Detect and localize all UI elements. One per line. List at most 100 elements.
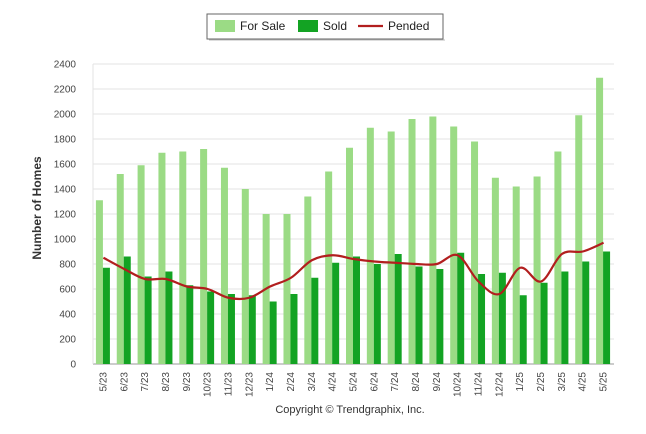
sold-bar	[561, 271, 569, 364]
for-sale-bar	[346, 147, 353, 364]
y-tick-label: 1000	[54, 235, 77, 246]
y-axis-label: Number of Homes	[30, 156, 44, 260]
pended-line-group	[102, 241, 605, 301]
x-tick-label: 3/24	[307, 372, 318, 392]
for-sale-bar	[575, 115, 583, 364]
x-axis-ticks: 5/23 6/23 7/23 8/23 9/23 10/23 11/23 12/23 1/24 2…	[98, 372, 609, 397]
sold-bar	[102, 267, 110, 364]
for-sale-bar	[408, 119, 416, 364]
x-tick-label: 7/24	[390, 372, 401, 392]
legend-label-pended: Pended	[388, 19, 429, 33]
legend-label-for-sale: For Sale	[240, 19, 286, 33]
x-tick-label: 6/24	[369, 372, 380, 392]
for-sale-bar	[220, 167, 228, 364]
sold-bar	[394, 254, 402, 364]
for-sale-bar	[387, 131, 395, 364]
x-tick-label: 10/23	[203, 372, 214, 397]
for-sale-bar	[429, 116, 437, 364]
legend-swatch-sold	[298, 20, 318, 32]
sold-bar	[165, 271, 173, 364]
sold-bar	[290, 294, 298, 364]
bars	[95, 77, 611, 364]
for-sale-bar	[596, 77, 604, 364]
y-tick-label: 2200	[54, 85, 77, 96]
y-tick-label: 600	[59, 285, 76, 296]
sold-bar	[415, 266, 423, 364]
for-sale-bar	[116, 174, 124, 364]
sold-bar	[353, 256, 360, 364]
sold-bar	[373, 264, 381, 364]
y-tick-label: 1800	[54, 135, 77, 146]
sold-bar	[186, 285, 194, 364]
sold-bar	[123, 256, 131, 364]
legend-box	[206, 13, 444, 40]
for-sale-bar	[179, 151, 187, 364]
y-tick-label: 800	[59, 260, 76, 271]
x-tick-label: 1/24	[265, 372, 276, 392]
for-sale-bar	[241, 189, 249, 364]
sold-bar	[311, 277, 319, 364]
copyright-text: Copyright © Trendgraphix, Inc.	[275, 404, 424, 416]
legend-swatch-for-sale	[215, 20, 235, 32]
x-tick-label: 8/24	[411, 372, 422, 392]
x-tick-label: 9/24	[432, 372, 443, 392]
x-tick-label: 2/25	[536, 372, 547, 392]
x-tick-label: 11/23	[223, 372, 234, 397]
for-sale-bar	[366, 127, 374, 364]
x-tick-label: 7/23	[140, 372, 151, 392]
x-tick-label: 5/23	[98, 372, 109, 392]
x-tick-label: 9/23	[182, 372, 193, 392]
sold-bar	[603, 251, 611, 364]
for-sale-bar	[325, 171, 333, 364]
for-sale-bar	[158, 152, 166, 364]
y-tick-label: 2000	[54, 110, 77, 121]
x-tick-label: 12/24	[494, 372, 505, 397]
sold-bar	[144, 276, 152, 364]
sold-bar	[248, 295, 256, 364]
y-tick-label: 0	[70, 360, 76, 371]
sold-bar	[457, 252, 465, 364]
sold-bar	[519, 295, 527, 364]
sold-bar	[498, 272, 506, 364]
sold-bar	[269, 301, 277, 364]
y-tick-label: 2400	[54, 60, 77, 71]
y-tick-label: 400	[59, 310, 76, 321]
for-sale-bar	[491, 177, 499, 364]
y-tick-label: 200	[59, 335, 76, 346]
x-tick-label: 4/24	[328, 372, 339, 392]
for-sale-bar	[283, 214, 291, 364]
x-tick-label: 4/25	[578, 372, 589, 392]
x-tick-label: 6/23	[119, 372, 130, 392]
legend-label-sold: Sold	[323, 19, 347, 33]
x-tick-label: 10/24	[453, 372, 464, 397]
x-tick-label: 5/25	[599, 372, 610, 392]
sold-bar	[227, 294, 235, 364]
x-tick-label: 1/25	[515, 372, 526, 392]
for-sale-bar	[95, 200, 103, 364]
sold-bar	[436, 269, 444, 364]
for-sale-bar	[137, 165, 145, 364]
y-tick-label: 1200	[54, 210, 77, 221]
sold-bar	[582, 261, 590, 364]
for-sale-bar	[471, 141, 479, 364]
y-axis-ticks: 0 200 400 600 800 1000 1200 1400 1600 1800 2000 220…	[54, 60, 77, 371]
for-sale-bar	[533, 176, 541, 364]
x-tick-label: 3/25	[557, 372, 568, 392]
x-tick-label: 8/23	[161, 372, 172, 392]
x-tick-label: 11/24	[474, 372, 485, 397]
sold-bar	[478, 274, 486, 364]
x-tick-label: 12/23	[244, 372, 255, 397]
for-sale-bar	[450, 126, 458, 364]
x-tick-label: 5/24	[349, 372, 360, 392]
x-tick-label: 2/24	[286, 372, 297, 392]
sold-bar	[540, 282, 548, 364]
for-sale-bar	[304, 196, 312, 364]
pended-line	[102, 241, 605, 301]
legend: For Sale Sold Pended	[206, 13, 445, 41]
sold-bar	[332, 262, 340, 364]
sold-bar	[207, 291, 215, 364]
y-tick-label: 1600	[54, 160, 77, 171]
y-tick-label: 1400	[54, 185, 77, 196]
for-sale-bar	[200, 149, 208, 364]
